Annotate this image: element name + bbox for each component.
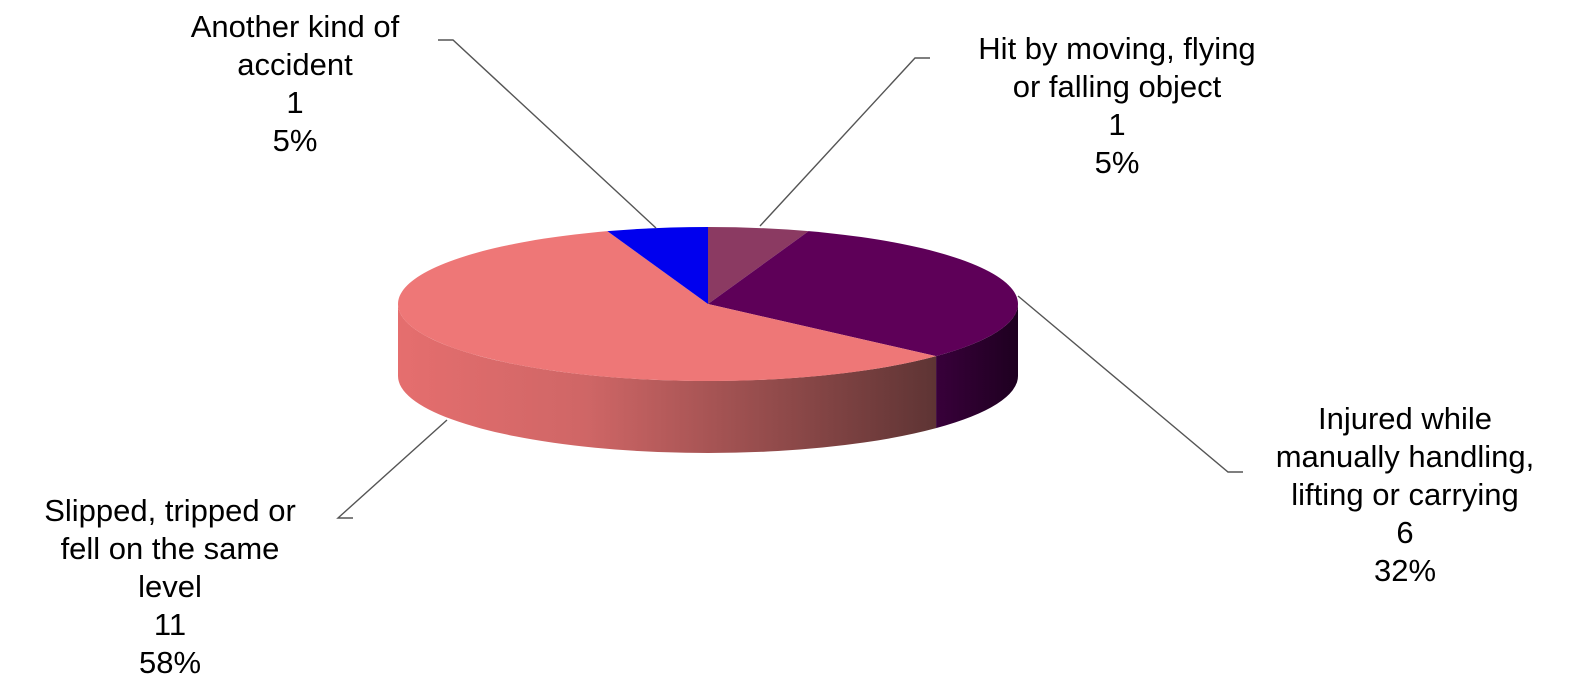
slice-name-line-3: lifting or carrying	[1291, 477, 1519, 512]
side-slipped-tripped	[398, 304, 937, 453]
slice-value: 1	[1108, 107, 1126, 142]
slice-percent: 5%	[272, 123, 318, 158]
leader-line-slipped-tripped	[336, 419, 448, 519]
slice-value: 1	[286, 85, 304, 120]
slice-value: 11	[153, 607, 187, 642]
leader-line-manual-handling	[1017, 295, 1243, 473]
slice-slipped-tripped	[398, 231, 937, 381]
slice-name-line-1: Another kind of	[190, 9, 400, 44]
slice-name-line-1: Hit by moving, flying	[978, 31, 1256, 66]
slice-percent: 5%	[1094, 145, 1140, 180]
slice-label-slipped-tripped: Slipped, tripped or fell on the same lev…	[0, 492, 340, 682]
slice-value: 6	[1396, 515, 1414, 550]
leader-line-hit-by-object	[759, 57, 930, 227]
side-manual-handling	[936, 304, 1018, 429]
slice-name-line-1: Slipped, tripped or	[44, 493, 296, 528]
slice-label-manual-handling: Injured while manually handling, lifting…	[1215, 400, 1577, 590]
leader-line-another-accident	[438, 39, 657, 229]
slice-name-line-2: fell on the same	[60, 531, 280, 566]
slice-name-line-3: level	[138, 569, 202, 604]
slice-label-hit-by-object: Hit by moving, flying or falling object …	[917, 30, 1317, 182]
slice-label-another-accident: Another kind of accident 1 5%	[150, 8, 440, 160]
slice-manual-handling	[708, 231, 1019, 357]
slice-name-line-1: Injured while	[1317, 401, 1493, 436]
slice-name-line-2: or falling object	[1012, 69, 1222, 104]
slice-name-line-2: manually handling,	[1275, 439, 1535, 474]
slice-name-line-2: accident	[237, 47, 353, 82]
slice-percent: 32%	[1373, 553, 1437, 588]
slice-percent: 58%	[138, 645, 202, 680]
slice-another-accident	[607, 227, 708, 304]
slice-hit-by-object	[708, 227, 809, 304]
